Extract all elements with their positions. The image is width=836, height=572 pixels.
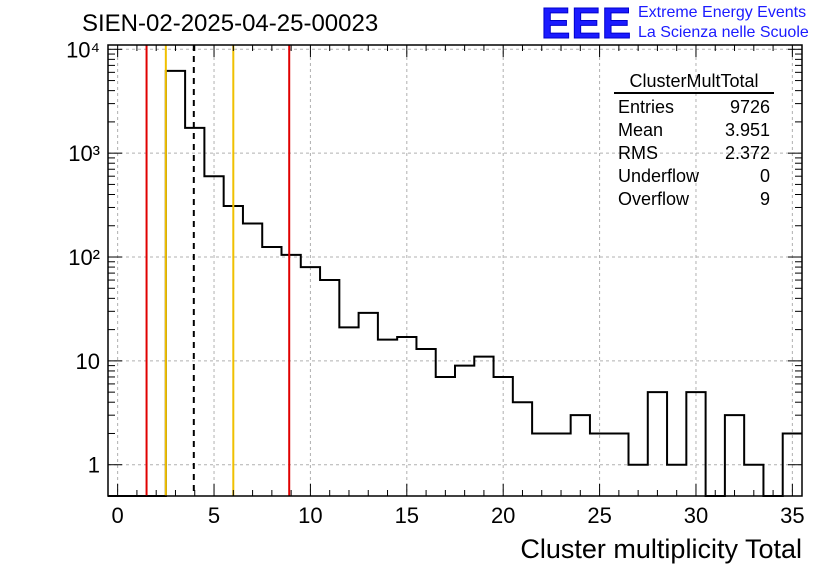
- y-tick-label: 10³: [68, 141, 100, 166]
- y-tick-label: 1: [88, 453, 100, 478]
- histogram-series: [108, 69, 802, 497]
- x-tick-label: 30: [684, 503, 708, 528]
- histogram-bin: [532, 433, 551, 496]
- stats-row-mean: Mean 3.951: [618, 120, 770, 140]
- histogram-bin: [686, 392, 705, 496]
- stats-box: ClusterMultTotal Entries 9726 Mean 3.951 R…: [610, 70, 778, 211]
- histogram-bin: [301, 267, 320, 496]
- histogram-bin: [282, 255, 301, 496]
- histogram-bin: [416, 349, 435, 496]
- histogram-bin: [474, 357, 493, 496]
- x-tick-label: 10: [298, 503, 322, 528]
- eee-logo: EEE: [540, 0, 633, 48]
- histogram-bin: [725, 415, 744, 496]
- histogram-bin: [262, 247, 281, 496]
- histogram-bin: [436, 377, 455, 496]
- x-tick-label: 20: [491, 503, 515, 528]
- histogram-bin: [513, 402, 532, 496]
- y-tick-label: 10²: [68, 245, 100, 270]
- x-tick-label: 35: [780, 503, 804, 528]
- y-tick-label: 10⁴: [66, 37, 100, 62]
- histogram-bin: [551, 433, 570, 496]
- histogram-bin: [571, 415, 590, 496]
- histogram-bin: [609, 433, 628, 496]
- stats-row-rms: RMS 2.372: [618, 143, 770, 163]
- stats-row-underflow: Underflow 0: [618, 166, 770, 186]
- histogram-bin: [320, 280, 339, 496]
- stats-name: ClusterMultTotal: [614, 70, 774, 94]
- y-tick-label: 10: [76, 349, 100, 374]
- histogram-bin: [494, 377, 513, 496]
- histogram-bin: [648, 392, 667, 496]
- stats-row-entries: Entries 9726: [618, 97, 770, 117]
- histogram-bin: [243, 224, 262, 496]
- x-tick-label: 15: [395, 503, 419, 528]
- histogram-bin: [455, 366, 474, 496]
- histogram-bin: [204, 176, 223, 496]
- logo-line-2: La Scienza nelle Scuole: [638, 24, 809, 41]
- histogram-bin: [378, 340, 397, 496]
- x-tick-label: 25: [587, 503, 611, 528]
- logo-line-1: Extreme Energy Events: [638, 4, 807, 21]
- plot-frame: [107, 44, 803, 497]
- histogram-bin: [397, 337, 416, 496]
- stats-row-overflow: Overflow 9: [618, 189, 770, 209]
- x-tick-label: 5: [208, 503, 220, 528]
- histogram-bin: [359, 313, 378, 496]
- plot-title: SIEN-02-2025-04-25-00023: [82, 10, 379, 37]
- x-tick-label: 0: [112, 503, 124, 528]
- x-axis-label: Cluster multiplicity Total: [520, 534, 802, 564]
- histogram-bin: [339, 327, 358, 496]
- histogram-bin: [166, 71, 185, 496]
